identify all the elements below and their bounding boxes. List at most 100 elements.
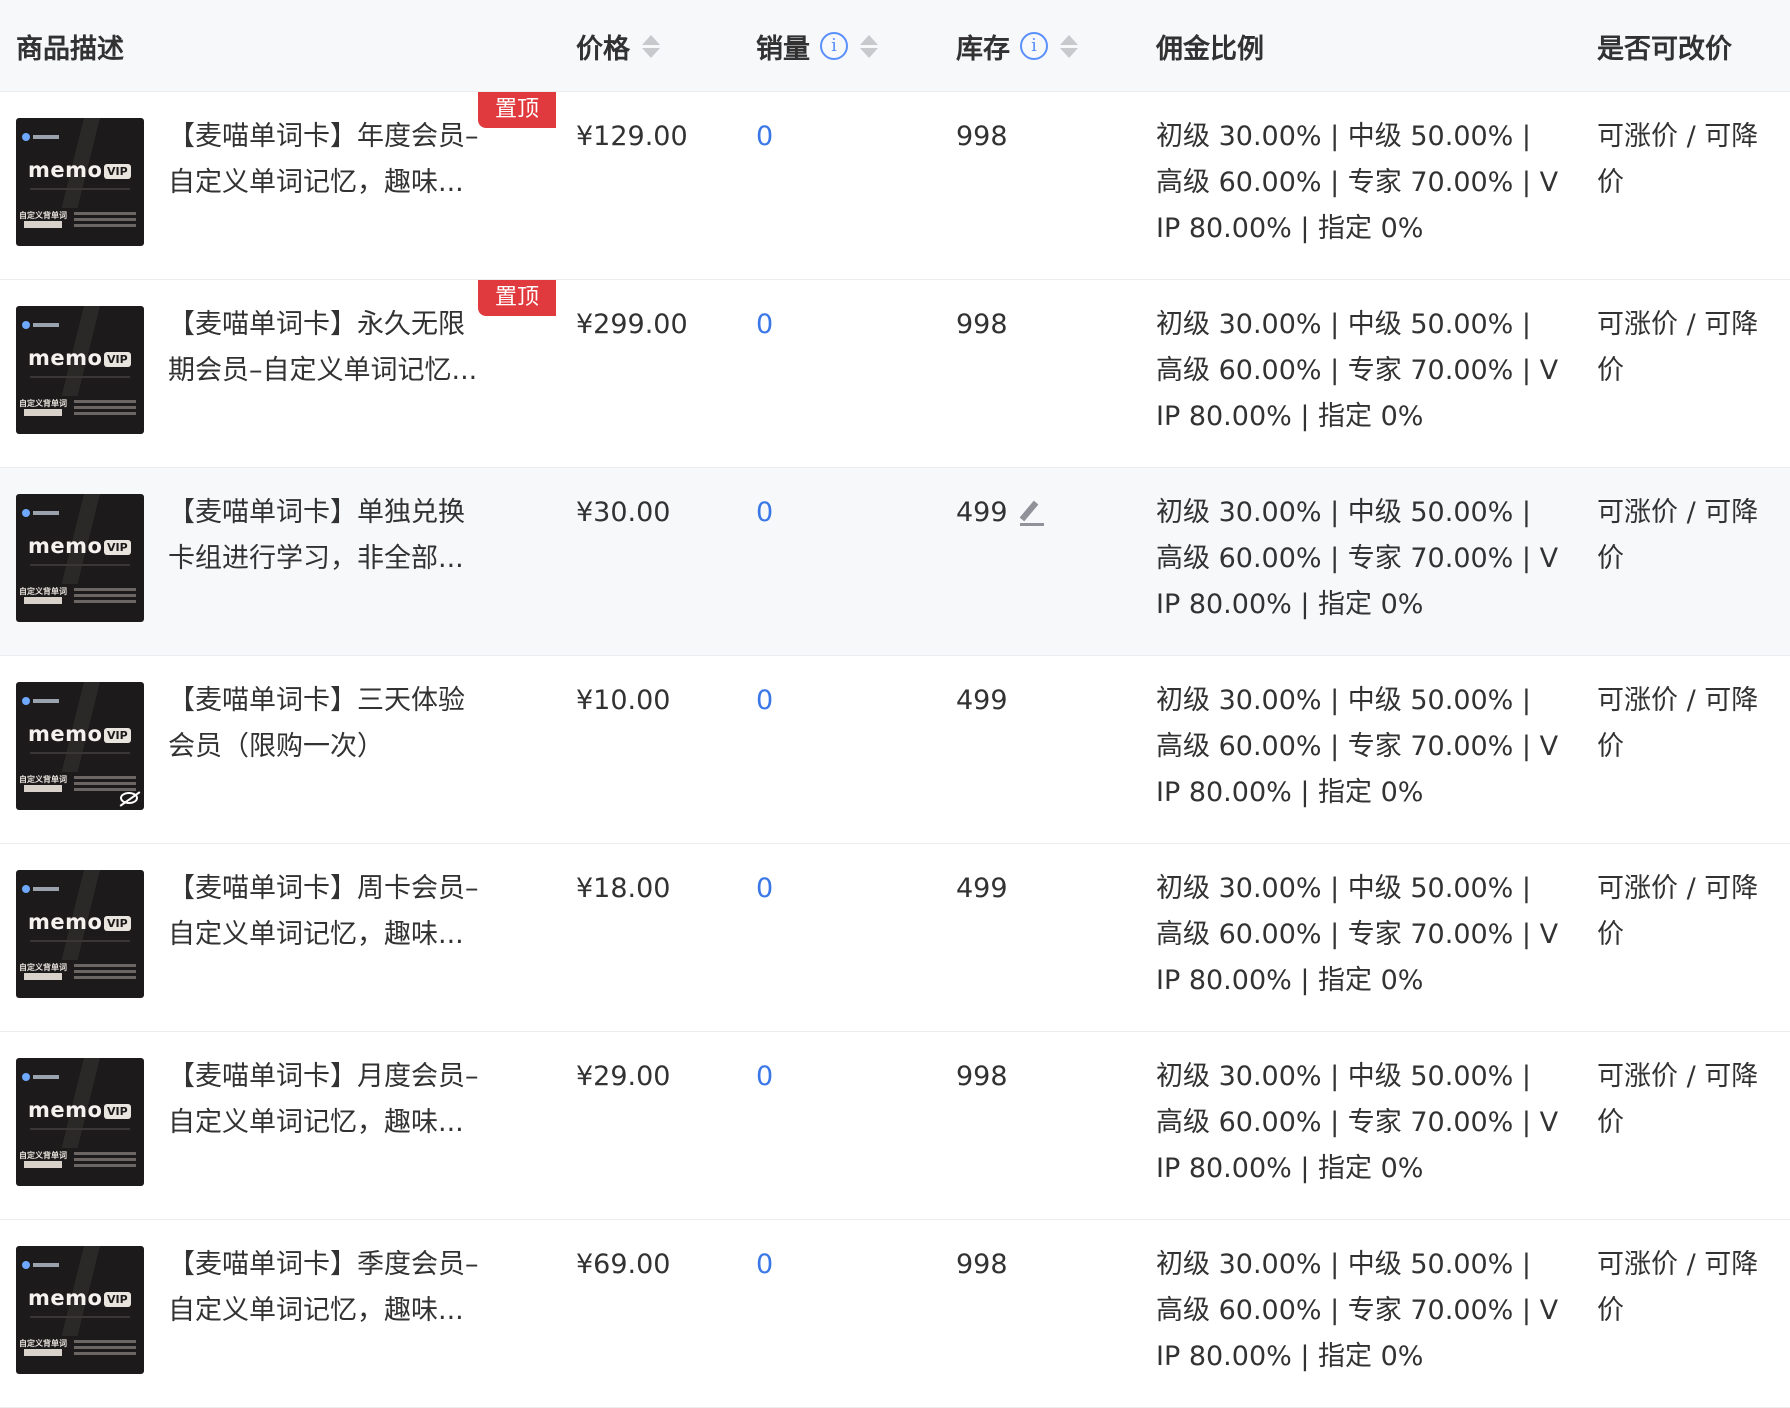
table-row[interactable]: memo VIP 自定义背单词 【麦喵单词卡】三天体验 会员（限购一次） ¥10… <box>0 656 1790 844</box>
table-row[interactable]: memo VIP 自定义背单词 【麦喵单词卡】季度会员– 自定义单词记忆，趣味.… <box>0 1220 1790 1408</box>
column-header-sales[interactable]: 销量 i <box>756 0 878 92</box>
commission-line: 初级 30.00% | 中级 50.00% | <box>1156 1249 1532 1280</box>
product-description-line: 【麦喵单词卡】年度会员– <box>168 121 479 152</box>
commission-line: 高级 60.00% | 专家 70.00% | V <box>1156 167 1559 198</box>
commission-line: IP 80.00% | 指定 0% <box>1156 1153 1424 1184</box>
commission-line: 初级 30.00% | 中级 50.00% | <box>1156 873 1532 904</box>
product-description-line: 【麦喵单词卡】季度会员– <box>168 1249 479 1280</box>
table-row[interactable]: memo VIP 自定义背单词 【麦喵单词卡】年度会员– 自定义单词记忆，趣味.… <box>0 92 1790 280</box>
eye-off-icon <box>120 792 138 804</box>
product-sales-link[interactable]: 0 <box>756 1249 774 1280</box>
product-description-line: 会员（限购一次） <box>168 731 384 762</box>
brand-logo-icon <box>22 1072 66 1081</box>
thumbnail-caption: 自定义背单词 <box>19 1151 67 1160</box>
product-description-line: 自定义单词记忆，趣味... <box>168 919 464 950</box>
product-thumbnail[interactable]: memo VIP 自定义背单词 <box>16 306 144 434</box>
table-row[interactable]: memo VIP 自定义背单词 【麦喵单词卡】周卡会员– 自定义单词记忆，趣味.… <box>0 844 1790 1032</box>
sort-caret-icon[interactable] <box>1060 32 1078 60</box>
commission-rates: 初级 30.00% | 中级 50.00% | 高级 60.00% | 专家 7… <box>1156 1242 1558 1380</box>
product-price: ¥129.00 <box>576 121 688 152</box>
commission-line: IP 80.00% | 指定 0% <box>1156 1341 1424 1372</box>
price-adjustable-line: 价 <box>1597 1295 1624 1326</box>
pencil-edit-icon[interactable] <box>1019 500 1044 526</box>
thumbnail-brand-text: memo <box>28 534 103 558</box>
commission-line: 高级 60.00% | 专家 70.00% | V <box>1156 1107 1559 1138</box>
product-stock-value: 998 <box>956 121 1008 152</box>
product-stock: 998 <box>956 1242 1008 1288</box>
commission-line: IP 80.00% | 指定 0% <box>1156 589 1424 620</box>
product-sales-link[interactable]: 0 <box>756 873 774 904</box>
product-sales-link[interactable]: 0 <box>756 685 774 716</box>
commission-line: 高级 60.00% | 专家 70.00% | V <box>1156 919 1559 950</box>
product-description[interactable]: 【麦喵单词卡】季度会员– 自定义单词记忆，趣味... <box>168 1242 498 1334</box>
product-description[interactable]: 【麦喵单词卡】永久无限 期会员–自定义单词记忆... <box>168 302 498 394</box>
product-sales-link[interactable]: 0 <box>756 497 774 528</box>
thumbnail-vip-badge: VIP <box>104 1292 131 1307</box>
table-body: memo VIP 自定义背单词 【麦喵单词卡】年度会员– 自定义单词记忆，趣味.… <box>0 92 1790 1408</box>
info-circle-icon[interactable]: i <box>1020 32 1048 60</box>
brand-logo-icon <box>22 696 66 705</box>
commission-line: 初级 30.00% | 中级 50.00% | <box>1156 685 1532 716</box>
product-description[interactable]: 【麦喵单词卡】三天体验 会员（限购一次） <box>168 678 498 770</box>
column-header-adjustable: 是否可改价 <box>1597 0 1732 92</box>
price-adjustable-line: 可涨价 / 可降 <box>1597 497 1759 528</box>
price-adjustable-line: 可涨价 / 可降 <box>1597 873 1759 904</box>
product-description-line: 期会员–自定义单词记忆... <box>168 355 478 386</box>
product-sales-link[interactable]: 0 <box>756 309 774 340</box>
product-stock-value: 499 <box>956 497 1008 528</box>
product-description-line: 【麦喵单词卡】单独兑换 <box>168 497 465 528</box>
product-stock: 499 <box>956 866 1008 912</box>
product-sales-link[interactable]: 0 <box>756 1061 774 1092</box>
price-adjustable-line: 可涨价 / 可降 <box>1597 121 1759 152</box>
thumbnail-brand-text: memo <box>28 346 103 370</box>
product-thumbnail[interactable]: memo VIP 自定义背单词 <box>16 1058 144 1186</box>
column-header-commission: 佣金比例 <box>1156 0 1264 92</box>
pinned-tag: 置顶 <box>478 92 556 128</box>
column-header-desc-label: 商品描述 <box>16 33 124 65</box>
product-sales-link[interactable]: 0 <box>756 121 774 152</box>
column-header-desc: 商品描述 <box>16 0 124 92</box>
table-header: 商品描述 价格 销量 i 库存 i 佣金比例 是否可改价 <box>0 0 1790 92</box>
info-circle-icon[interactable]: i <box>820 32 848 60</box>
product-description-line: 【麦喵单词卡】周卡会员– <box>168 873 479 904</box>
column-header-commission-label: 佣金比例 <box>1156 33 1264 65</box>
commission-line: IP 80.00% | 指定 0% <box>1156 401 1424 432</box>
product-thumbnail[interactable]: memo VIP 自定义背单词 <box>16 494 144 622</box>
thumbnail-caption: 自定义背单词 <box>19 963 67 972</box>
product-thumbnail[interactable]: memo VIP 自定义背单词 <box>16 118 144 246</box>
commission-rates: 初级 30.00% | 中级 50.00% | 高级 60.00% | 专家 7… <box>1156 678 1558 816</box>
product-description[interactable]: 【麦喵单词卡】月度会员– 自定义单词记忆，趣味... <box>168 1054 498 1146</box>
table-row[interactable]: memo VIP 自定义背单词 【麦喵单词卡】月度会员– 自定义单词记忆，趣味.… <box>0 1032 1790 1220</box>
product-thumbnail[interactable]: memo VIP 自定义背单词 <box>16 1246 144 1374</box>
thumbnail-vip-badge: VIP <box>104 164 131 179</box>
commission-rates: 初级 30.00% | 中级 50.00% | 高级 60.00% | 专家 7… <box>1156 490 1559 628</box>
table-row[interactable]: memo VIP 自定义背单词 【麦喵单词卡】单独兑换 卡组进行学习，非全部..… <box>0 468 1790 656</box>
product-description-line: 【麦喵单词卡】月度会员– <box>168 1061 479 1092</box>
thumbnail-vip-badge: VIP <box>104 728 131 743</box>
column-header-stock[interactable]: 库存 i <box>956 0 1078 92</box>
price-adjustable: 可涨价 / 可降 价 <box>1597 302 1787 394</box>
product-thumbnail[interactable]: memo VIP 自定义背单词 <box>16 682 144 810</box>
commission-line: 高级 60.00% | 专家 70.00% | V <box>1156 543 1559 574</box>
price-adjustable-line: 价 <box>1597 543 1624 574</box>
product-price: ¥299.00 <box>576 309 688 340</box>
product-price: ¥69.00 <box>576 1249 671 1280</box>
thumbnail-vip-badge: VIP <box>104 352 131 367</box>
price-adjustable: 可涨价 / 可降 价 <box>1597 866 1787 958</box>
product-description-line: 自定义单词记忆，趣味... <box>168 1295 464 1326</box>
product-stock: 499 <box>956 490 1044 536</box>
product-description[interactable]: 【麦喵单词卡】单独兑换 卡组进行学习，非全部... <box>168 490 498 582</box>
product-description[interactable]: 【麦喵单词卡】周卡会员– 自定义单词记忆，趣味... <box>168 866 498 958</box>
sort-caret-icon[interactable] <box>642 32 660 60</box>
product-description[interactable]: 【麦喵单词卡】年度会员– 自定义单词记忆，趣味... <box>168 114 498 206</box>
sort-caret-icon[interactable] <box>860 32 878 60</box>
product-thumbnail[interactable]: memo VIP 自定义背单词 <box>16 870 144 998</box>
product-stock: 499 <box>956 678 1008 724</box>
brand-logo-icon <box>22 320 66 329</box>
table-row[interactable]: memo VIP 自定义背单词 【麦喵单词卡】永久无限 期会员–自定义单词记忆.… <box>0 280 1790 468</box>
product-stock-value: 998 <box>956 1249 1008 1280</box>
column-header-price[interactable]: 价格 <box>576 0 660 92</box>
product-stock: 998 <box>956 114 1008 160</box>
product-stock-value: 499 <box>956 873 1008 904</box>
